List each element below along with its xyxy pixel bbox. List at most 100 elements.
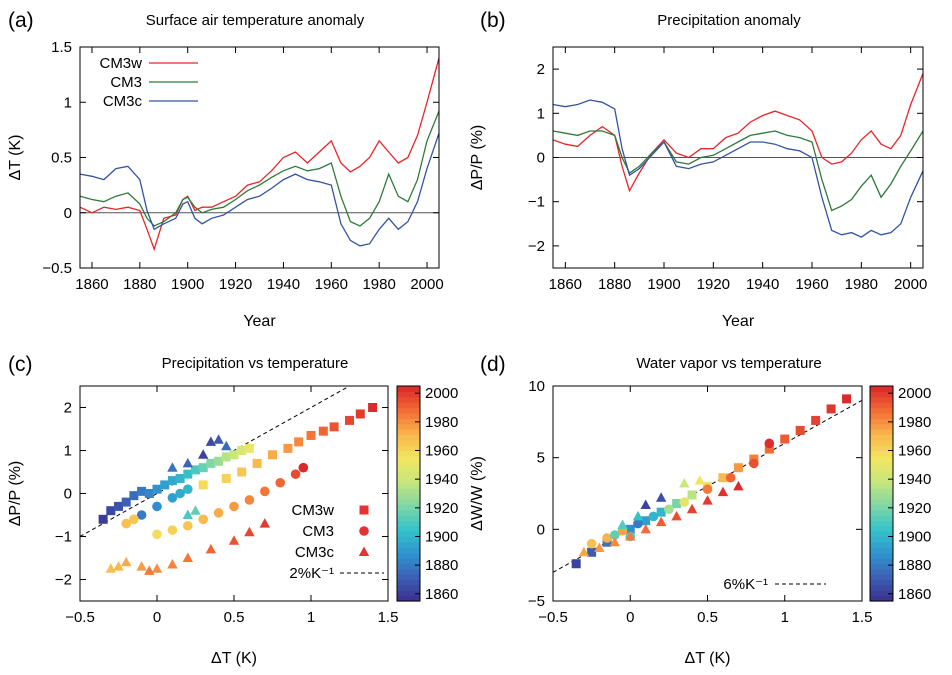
colorbar-band <box>397 445 420 452</box>
panel-label: (a) <box>8 9 34 32</box>
point-cm3w <box>175 473 185 483</box>
colorbar-tick-label: 1860 <box>898 586 931 603</box>
point-cm3 <box>152 501 162 512</box>
colorbar-band <box>397 531 420 538</box>
y-tick-label: −1 <box>55 529 72 546</box>
point-cm3w <box>198 463 208 473</box>
colorbar-band <box>870 418 893 425</box>
plot-frame <box>79 385 389 602</box>
colorbar-band <box>397 434 420 441</box>
point-cm3w <box>672 499 682 509</box>
y-axis-label: ΔW/W (%) <box>469 456 486 531</box>
x-tick-label: 0.5 <box>224 609 245 626</box>
point-cm3w <box>826 404 836 414</box>
panel-label: (c) <box>8 353 33 376</box>
series-line-cm3w <box>553 73 923 193</box>
y-tick-label: 1.5 <box>51 39 72 56</box>
y-axis-label: ΔT (K) <box>7 135 24 181</box>
point-cm3 <box>725 472 736 483</box>
point-cm3 <box>702 484 713 495</box>
colorbar-tick-label: 1960 <box>898 443 931 460</box>
point-cm3w <box>160 480 170 490</box>
point-cm3w <box>183 469 193 479</box>
colorbar-band <box>870 477 893 484</box>
point-cm3c <box>213 434 224 444</box>
point-cm3 <box>633 518 643 529</box>
x-tick-label: 1900 <box>647 276 680 293</box>
colorbar-band <box>870 429 893 435</box>
x-tick-label: 1860 <box>549 276 582 293</box>
legend-label: 2%K⁻¹ <box>289 565 334 582</box>
point-cm3w <box>355 409 365 419</box>
series-line-cm3 <box>80 110 439 227</box>
colorbar-band <box>870 552 893 559</box>
point-cm3c <box>198 449 209 459</box>
y-tick-label: −1 <box>528 194 545 211</box>
y-tick-label: −2 <box>528 238 545 255</box>
colorbar-band <box>870 568 893 575</box>
colorbar-band <box>397 407 420 414</box>
chart-title: Surface air temperature anomaly <box>146 12 365 29</box>
x-tick-label: 2000 <box>894 276 927 293</box>
colorbar-band <box>397 541 420 548</box>
colorbar-band <box>397 525 420 532</box>
x-tick-label: 1960 <box>795 276 828 293</box>
colorbar-band <box>870 396 893 403</box>
point-cm3 <box>586 538 597 549</box>
point-cm3 <box>129 514 139 525</box>
legend-label: CM3w <box>99 55 142 72</box>
colorbar-band <box>397 396 420 403</box>
chart-title: Water vapor vs temperature <box>636 355 821 372</box>
colorbar-band <box>870 488 893 495</box>
colorbar-frame <box>396 385 421 602</box>
x-tick-label: 1 <box>307 609 315 626</box>
panel-a: (a) Surface air temperature anomaly 1860 18… <box>7 9 444 330</box>
point-cm3 <box>679 497 690 507</box>
point-cm3c <box>655 516 667 527</box>
point-cm3w <box>137 486 147 496</box>
plot-area <box>80 57 439 252</box>
chart-title: Precipitation anomaly <box>657 12 801 29</box>
point-cm3c <box>182 509 193 519</box>
y-tick-label: 0 <box>64 486 72 503</box>
colorbar-tick-label: 2000 <box>425 385 458 402</box>
point-cm3c <box>733 480 744 491</box>
point-cm3w <box>345 415 354 425</box>
point-cm3 <box>260 486 270 497</box>
point-cm3c <box>679 477 690 488</box>
point-cm3w <box>252 458 262 468</box>
x-tick-label: 1.5 <box>852 609 873 626</box>
point-cm3 <box>167 493 178 503</box>
y-tick-label: 0.5 <box>51 150 72 167</box>
colorbar-band <box>397 391 420 398</box>
point-cm3 <box>602 533 612 543</box>
x-tick-label: 1900 <box>171 276 204 293</box>
point-cm3w <box>129 491 139 501</box>
x-axis-label: ΔT (K) <box>211 650 257 667</box>
colorbar-band <box>870 439 893 446</box>
colorbar-tick-label: 1860 <box>425 586 458 603</box>
x-tick-label: 1980 <box>362 276 395 293</box>
point-cm3w <box>764 444 774 454</box>
y-tick-label: 0 <box>64 205 72 222</box>
point-cm3 <box>764 438 775 449</box>
legend-label: CM3c <box>103 93 143 110</box>
x-tick-label: 1860 <box>75 276 108 293</box>
point-cm3w <box>237 446 247 455</box>
colorbar-band <box>870 515 893 521</box>
colorbar-band <box>870 461 893 468</box>
point-cm3 <box>229 501 239 512</box>
point-cm3w <box>656 507 666 517</box>
y-tick-label: 5 <box>537 450 545 467</box>
point-cm3c <box>151 563 163 573</box>
colorbar-band <box>870 595 893 602</box>
colorbar-band <box>397 498 420 505</box>
point-cm3w <box>229 450 239 460</box>
point-cm3w <box>191 465 200 475</box>
y-tick-label: 0 <box>537 150 545 167</box>
colorbar-band <box>397 455 420 462</box>
point-cm3c <box>717 486 729 497</box>
point-cm3w <box>114 501 123 511</box>
legend-marker-triangle <box>358 546 370 556</box>
point-cm3w <box>214 456 224 466</box>
